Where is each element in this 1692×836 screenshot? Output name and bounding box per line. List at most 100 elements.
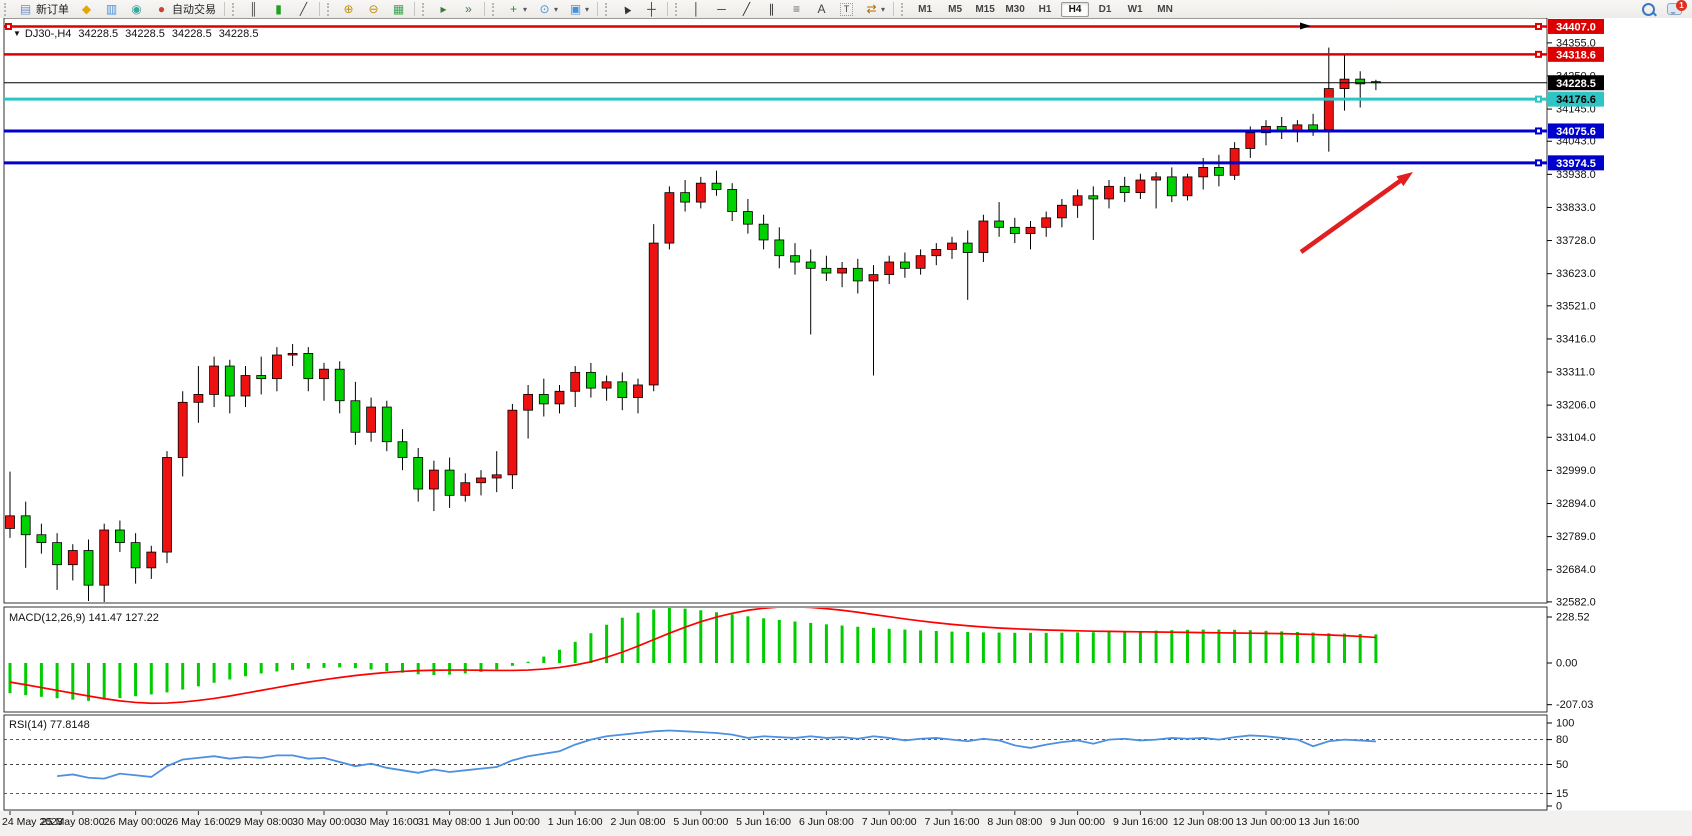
toolbar-separator — [893, 2, 895, 16]
chart-canvas[interactable]: 34355.034250.034145.034043.033938.033833… — [0, 18, 1692, 836]
toolbar-separator — [667, 2, 669, 16]
timeframe-button-m5[interactable]: M5 — [948, 3, 963, 15]
price-badge — [1548, 155, 1604, 171]
indicators-button[interactable]: + ▾ — [502, 0, 531, 18]
zoom-in-button[interactable]: ⊕ — [337, 0, 360, 18]
timeframe-button-m30[interactable]: M30 — [1005, 3, 1025, 15]
price-axis[interactable]: 34355.034250.034145.034043.033938.033833… — [1547, 18, 1604, 813]
candle-up — [978, 220, 989, 253]
timeframe-button-w1[interactable]: W1 — [1127, 3, 1143, 15]
macd-scale-label: -207.03 — [1556, 699, 1593, 711]
new-order-button[interactable]: ▤ 新订单 — [14, 0, 73, 18]
vertical-line-button[interactable]: │ — [685, 0, 708, 18]
candle-down — [962, 242, 973, 253]
macd-pane[interactable] — [3, 606, 1548, 713]
time-tick-label: 1 Jun 00:00 — [485, 816, 540, 828]
time-tick-label: 29 May 08:00 — [229, 816, 293, 828]
channel-button[interactable]: ∥ — [760, 0, 783, 18]
candle-up — [1072, 195, 1083, 206]
candle-up — [476, 477, 486, 484]
time-tick-label: 8 Jun 08:00 — [987, 816, 1042, 828]
candle-up — [319, 368, 329, 380]
time-tick-label: 26 May 00:00 — [104, 816, 168, 828]
horizontal-line-button[interactable]: ─ — [710, 0, 733, 18]
template-icon: ▣ — [569, 1, 582, 16]
price-badge-value: 34318.6 — [1556, 49, 1596, 61]
chat-icon[interactable]: 1 — [1667, 0, 1687, 15]
candle-up — [664, 192, 675, 244]
timeframe-button-d1[interactable]: D1 — [1098, 3, 1112, 15]
time-tick-label: 7 Jun 16:00 — [925, 816, 980, 828]
time-tick-label: 24 May 2023 — [2, 816, 63, 828]
candle-up — [162, 457, 172, 553]
chart-shift-button[interactable]: » — [457, 0, 480, 18]
trend-arrow-annotation[interactable] — [1299, 179, 1402, 254]
candle-down — [758, 223, 769, 241]
chevron-down-icon[interactable]: ▾ — [523, 4, 528, 14]
signals-button[interactable]: ◉ — [125, 0, 148, 18]
time-tick-label: 12 Jun 08:00 — [1173, 816, 1234, 828]
candle-up — [947, 242, 957, 250]
main-pane[interactable] — [3, 18, 1548, 604]
line-chart-button[interactable]: ╱ — [292, 0, 315, 18]
cursor-button[interactable]: ▲ — [615, 0, 638, 18]
macd-scale-label: 228.52 — [1556, 611, 1590, 623]
timeframe-button-m1[interactable]: M1 — [918, 3, 933, 15]
time-tick-label: 13 Jun 00:00 — [1236, 816, 1297, 828]
chevron-down-icon[interactable]: ▾ — [554, 4, 559, 14]
search-icon[interactable] — [1642, 2, 1655, 16]
shift-icon: » — [465, 1, 472, 16]
periods-button[interactable]: ⊙ ▾ — [533, 0, 562, 18]
candle-up — [633, 384, 643, 398]
macd-scale-label: 0.00 — [1556, 658, 1577, 670]
price-badge — [1548, 123, 1604, 139]
auto-scroll-button[interactable]: ▸ — [432, 0, 455, 18]
candle-up — [240, 375, 251, 397]
bar-chart-button[interactable]: ║ — [242, 0, 265, 18]
time-axis-strip — [0, 810, 1692, 836]
candle-up — [648, 242, 659, 386]
indicator-icon: + — [509, 1, 517, 16]
toolbar-separator — [224, 2, 225, 16]
bars-icon: ║ — [249, 1, 258, 16]
chart-window-button[interactable]: ▥ — [100, 0, 123, 18]
candle-up — [67, 550, 78, 566]
time-tick-label: 13 Jun 16:00 — [1298, 816, 1359, 828]
timeframe-button-h4[interactable]: H4 — [1061, 1, 1090, 17]
candle-chart-button[interactable]: ▮ — [267, 0, 290, 18]
arrows-icon: ⇄ — [866, 1, 877, 16]
level-line-34176-handle-dot — [1537, 97, 1540, 101]
candles-icon: ▮ — [275, 1, 282, 16]
text-label-button[interactable]: T — [835, 0, 858, 18]
candle-down — [1166, 176, 1177, 197]
zoom-out-button[interactable]: ⊖ — [362, 0, 385, 18]
chevron-down-icon[interactable]: ▾ — [881, 4, 886, 14]
timeframe-button-m15[interactable]: M15 — [975, 3, 995, 15]
fibonacci-button[interactable]: ≡ — [785, 0, 808, 18]
autotrade-button[interactable]: ● 自动交易 — [150, 0, 220, 18]
resistance-line-34318-handle-dot — [1537, 52, 1540, 56]
quotes-button[interactable]: ◆ — [75, 0, 98, 18]
trendline-button[interactable]: ╱ — [735, 0, 758, 18]
toolbar-grip — [675, 2, 682, 16]
zoom-in-icon: ⊕ — [343, 1, 354, 16]
price-badge-value: 33974.5 — [1556, 158, 1596, 170]
crosshair-button[interactable]: ┼ — [640, 0, 663, 18]
price-badge — [1548, 18, 1604, 34]
tile-windows-button[interactable]: ▦ — [387, 0, 410, 18]
time-tick-label: 26 May 16:00 — [167, 816, 231, 828]
templates-button[interactable]: ▣ ▾ — [564, 0, 593, 18]
text-button[interactable]: A — [810, 0, 833, 18]
candle-up — [209, 365, 220, 395]
timeframe-button-mn[interactable]: MN — [1157, 3, 1173, 15]
candle-down — [900, 261, 910, 269]
price-badge-value: 34228.5 — [1556, 78, 1596, 90]
arrows-button[interactable]: ⇄ ▾ — [860, 0, 889, 18]
timeframe-button-h1[interactable]: H1 — [1038, 3, 1052, 15]
chevron-down-icon[interactable]: ▾ — [585, 4, 590, 14]
price-tick-label: 32582.0 — [1556, 596, 1596, 608]
rsi-scale-label: 15 — [1556, 788, 1568, 800]
scroll-to-end-marker[interactable] — [1300, 22, 1311, 30]
rsi-pane[interactable] — [3, 714, 1548, 811]
